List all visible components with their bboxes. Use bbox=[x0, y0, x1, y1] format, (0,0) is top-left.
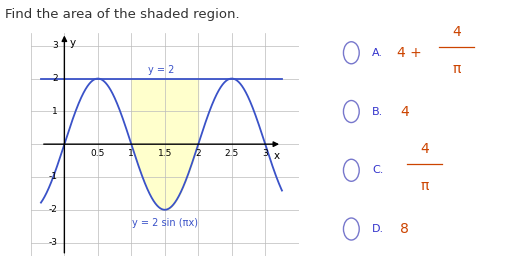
Text: 3: 3 bbox=[262, 149, 268, 158]
Text: y = 2 sin (πx): y = 2 sin (πx) bbox=[132, 218, 198, 228]
Text: 0.5: 0.5 bbox=[91, 149, 105, 158]
Text: Find the area of the shaded region.: Find the area of the shaded region. bbox=[5, 8, 240, 21]
Text: π: π bbox=[452, 62, 460, 76]
Text: π: π bbox=[421, 179, 429, 193]
Text: 1.5: 1.5 bbox=[158, 149, 172, 158]
Text: 4: 4 bbox=[400, 104, 409, 119]
Text: 2: 2 bbox=[196, 149, 201, 158]
Text: -3: -3 bbox=[49, 238, 58, 247]
Text: y = 2: y = 2 bbox=[148, 65, 175, 75]
Text: 1: 1 bbox=[128, 149, 134, 158]
Text: 3: 3 bbox=[52, 41, 58, 50]
Text: x: x bbox=[274, 152, 280, 161]
Text: 4: 4 bbox=[452, 25, 461, 39]
Text: 8: 8 bbox=[400, 222, 409, 236]
Text: 2.5: 2.5 bbox=[225, 149, 239, 158]
Text: B.: B. bbox=[372, 107, 384, 116]
Text: -2: -2 bbox=[49, 205, 58, 214]
Text: 4 +: 4 + bbox=[397, 46, 422, 60]
Text: C.: C. bbox=[372, 165, 384, 175]
Text: 4: 4 bbox=[421, 143, 429, 156]
Text: D.: D. bbox=[372, 224, 385, 234]
Text: 1: 1 bbox=[52, 107, 58, 116]
Text: A.: A. bbox=[372, 48, 383, 58]
Text: y: y bbox=[70, 38, 76, 48]
Text: 2: 2 bbox=[52, 74, 58, 83]
Text: -1: -1 bbox=[49, 172, 58, 181]
